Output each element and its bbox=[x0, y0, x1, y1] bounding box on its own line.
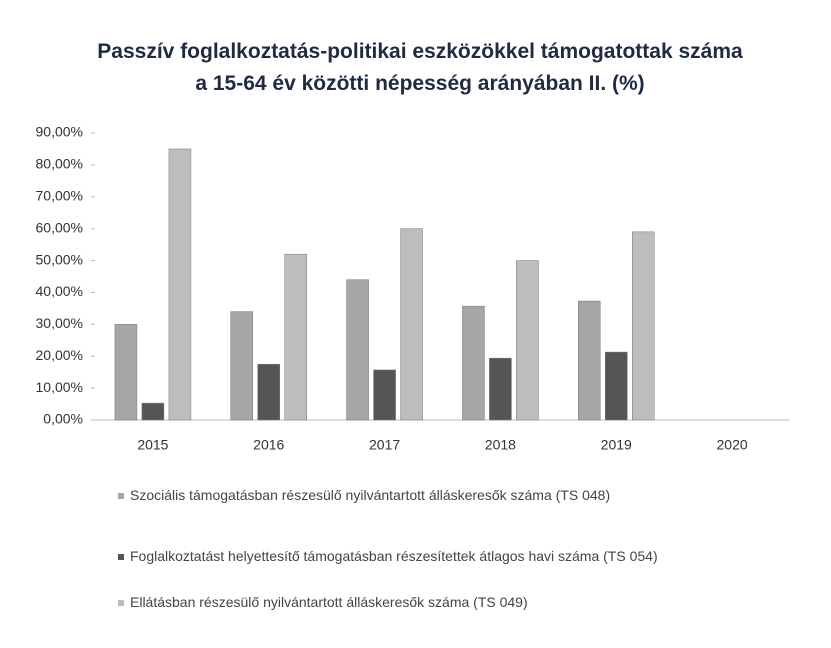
bar bbox=[114, 324, 138, 421]
bar bbox=[141, 402, 165, 421]
y-tick-label: 30,00% bbox=[36, 315, 83, 331]
bar bbox=[400, 228, 423, 421]
x-tick-label: 2018 bbox=[485, 437, 516, 453]
y-tick-label: 60,00% bbox=[36, 219, 83, 235]
chart-title: Passzív foglalkoztatás-politikai eszközö… bbox=[97, 40, 743, 95]
bar bbox=[257, 363, 280, 421]
y-tick-label: 80,00% bbox=[36, 156, 83, 172]
legend-label: Foglalkoztatást helyettesítő támogatásba… bbox=[130, 548, 658, 564]
legend-swatch bbox=[118, 554, 124, 561]
y-tick-label: 0,00% bbox=[43, 411, 83, 427]
bar bbox=[489, 357, 512, 421]
bar bbox=[462, 305, 485, 421]
x-tick-label: 2015 bbox=[137, 437, 168, 453]
bar bbox=[284, 253, 307, 421]
y-tick-label: 70,00% bbox=[36, 187, 83, 203]
legend-label: Szociális támogatásban részesülő nyilván… bbox=[130, 487, 611, 503]
x-tick-label: 2016 bbox=[253, 437, 284, 453]
bar bbox=[516, 260, 539, 421]
y-tick-label: 40,00% bbox=[36, 283, 83, 299]
y-tick-label: 90,00% bbox=[36, 124, 83, 140]
y-tick-label: 10,00% bbox=[36, 379, 83, 395]
x-tick-label: 2020 bbox=[717, 437, 748, 453]
legend-entry: Ellátásban részesülő nyilvántartott állá… bbox=[118, 591, 678, 613]
bar bbox=[578, 300, 601, 421]
bar bbox=[168, 148, 192, 421]
legend-swatch bbox=[118, 493, 124, 500]
bar bbox=[373, 369, 396, 421]
x-tick-label: 2019 bbox=[601, 437, 632, 453]
bar bbox=[346, 279, 369, 421]
legend-swatch bbox=[118, 600, 124, 607]
y-tick-label: 20,00% bbox=[36, 347, 83, 363]
legend-entry: Foglalkoztatást helyettesítő támogatásba… bbox=[118, 545, 678, 567]
legend-label: Ellátásban részesülő nyilvántartott állá… bbox=[130, 594, 528, 610]
bar bbox=[605, 351, 628, 421]
bar bbox=[632, 231, 655, 421]
legend-entry: Szociális támogatásban részesülő nyilván… bbox=[118, 484, 678, 506]
y-tick-label: 50,00% bbox=[36, 251, 83, 267]
bar bbox=[230, 311, 253, 421]
x-tick-label: 2017 bbox=[369, 437, 400, 453]
